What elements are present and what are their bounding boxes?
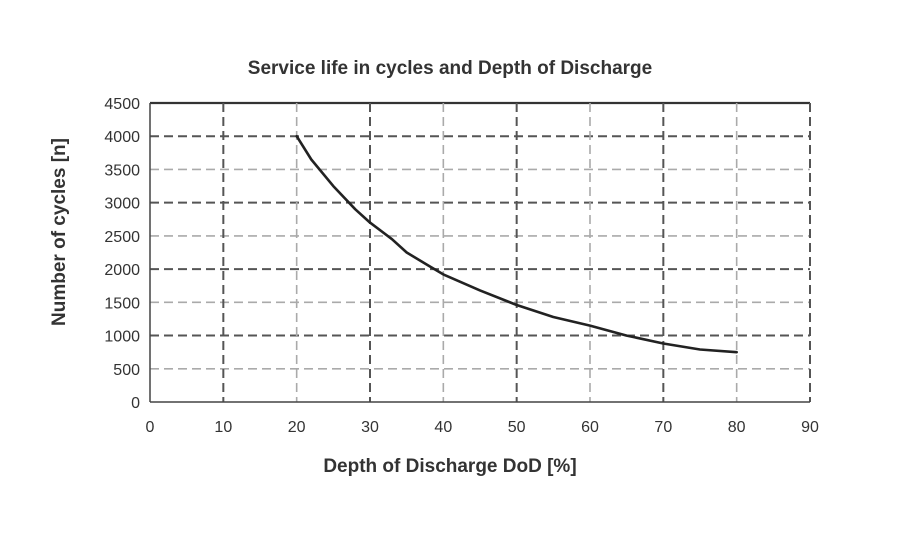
y-tick-label: 1500	[104, 295, 140, 312]
y-tick-label: 0	[131, 395, 140, 412]
y-tick-label: 2000	[104, 262, 140, 279]
x-axis-label: Depth of Discharge DoD [%]	[323, 456, 577, 477]
y-tick-label: 2500	[104, 229, 140, 246]
x-tick-label: 30	[361, 419, 379, 436]
x-tick-label: 20	[288, 419, 306, 436]
x-tick-label: 40	[434, 419, 452, 436]
x-tick-label: 0	[146, 419, 155, 436]
x-tick-label: 10	[214, 419, 232, 436]
x-tick-label: 50	[508, 419, 526, 436]
y-tick-label: 1000	[104, 329, 140, 346]
y-tick-label: 4500	[104, 96, 140, 113]
y-tick-label: 500	[113, 362, 140, 379]
x-tick-label: 60	[581, 419, 599, 436]
y-tick-label: 3000	[104, 196, 140, 213]
chart-title: Service life in cycles and Depth of Disc…	[247, 58, 653, 79]
y-tick-label: 3500	[104, 162, 140, 179]
series-line	[295, 134, 739, 354]
x-tick-label: 70	[654, 419, 672, 436]
x-tick-label: 80	[728, 419, 746, 436]
x-tick-label: 90	[801, 419, 819, 436]
y-tick-label: 4000	[104, 129, 140, 146]
